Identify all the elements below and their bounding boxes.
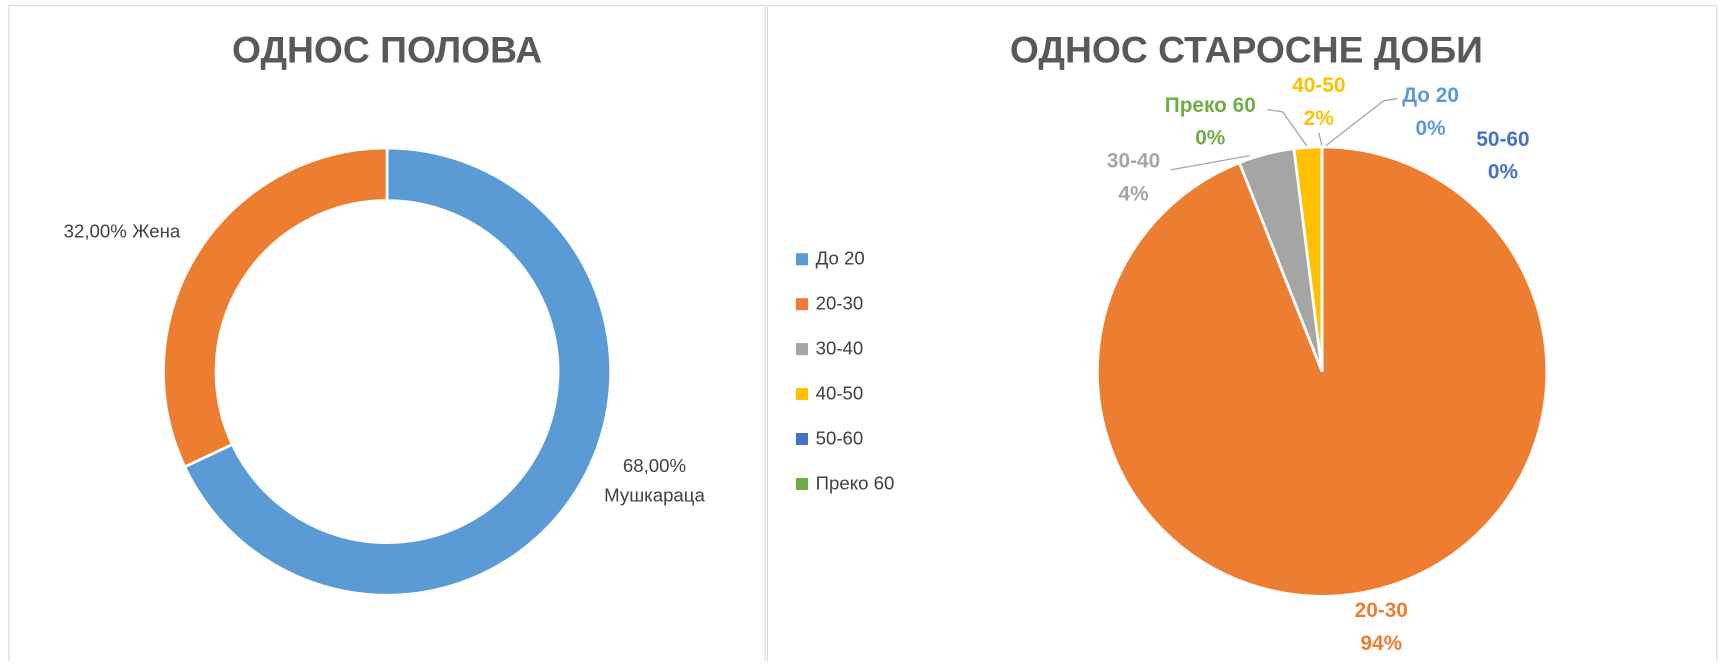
leader-line: [1318, 132, 1323, 148]
chart-title: ОДНОС СТАРОСНЕ ДОБИ: [1010, 28, 1483, 70]
legend-swatch: [795, 253, 808, 266]
legend-swatch: [795, 343, 808, 356]
legend-label: 40-50: [816, 383, 864, 404]
label-name: Жена: [132, 220, 181, 241]
legend-label: 20-30: [816, 293, 864, 314]
data-label: 32,00% Жена: [64, 220, 181, 241]
legend-label: До 20: [816, 248, 865, 269]
data-label-value: 0%: [1195, 127, 1225, 150]
label-name: Мушкараца: [604, 484, 705, 505]
data-label-value: 0%: [1416, 117, 1446, 140]
data-label-name: 40-50: [1292, 74, 1345, 97]
data-label-value: 0%: [1488, 161, 1518, 184]
legend-label: Преко 60: [816, 472, 895, 493]
leader-line: [1323, 98, 1398, 148]
data-label-name: До 20: [1402, 84, 1459, 107]
leader-line: [1267, 108, 1308, 147]
data-label-name: 50-60: [1476, 128, 1529, 151]
slice: [162, 146, 389, 469]
slice: [182, 146, 613, 597]
legend-swatch: [795, 477, 808, 490]
leader-lines: [1170, 98, 1398, 171]
legend-swatch: [795, 432, 808, 446]
data-label-value: 2%: [1304, 107, 1334, 130]
data-label-name: 30-40: [1107, 150, 1160, 173]
data-label-name: Преко 60: [1165, 94, 1256, 117]
data-label-value: 94%: [1360, 632, 1402, 655]
leader-line: [1170, 155, 1250, 171]
legend-swatch: [795, 388, 808, 401]
label-value: 68,00%: [623, 455, 686, 476]
label-value: 32,00%: [64, 220, 127, 241]
legend-label: 30-40: [816, 338, 864, 359]
data-label-value: 4%: [1118, 183, 1148, 206]
chart-title: ОДНОС ПОЛОВА: [232, 28, 542, 70]
legend-label: 50-60: [816, 427, 864, 448]
data-label-name: 20-30: [1355, 599, 1408, 622]
legend-swatch: [795, 298, 808, 311]
